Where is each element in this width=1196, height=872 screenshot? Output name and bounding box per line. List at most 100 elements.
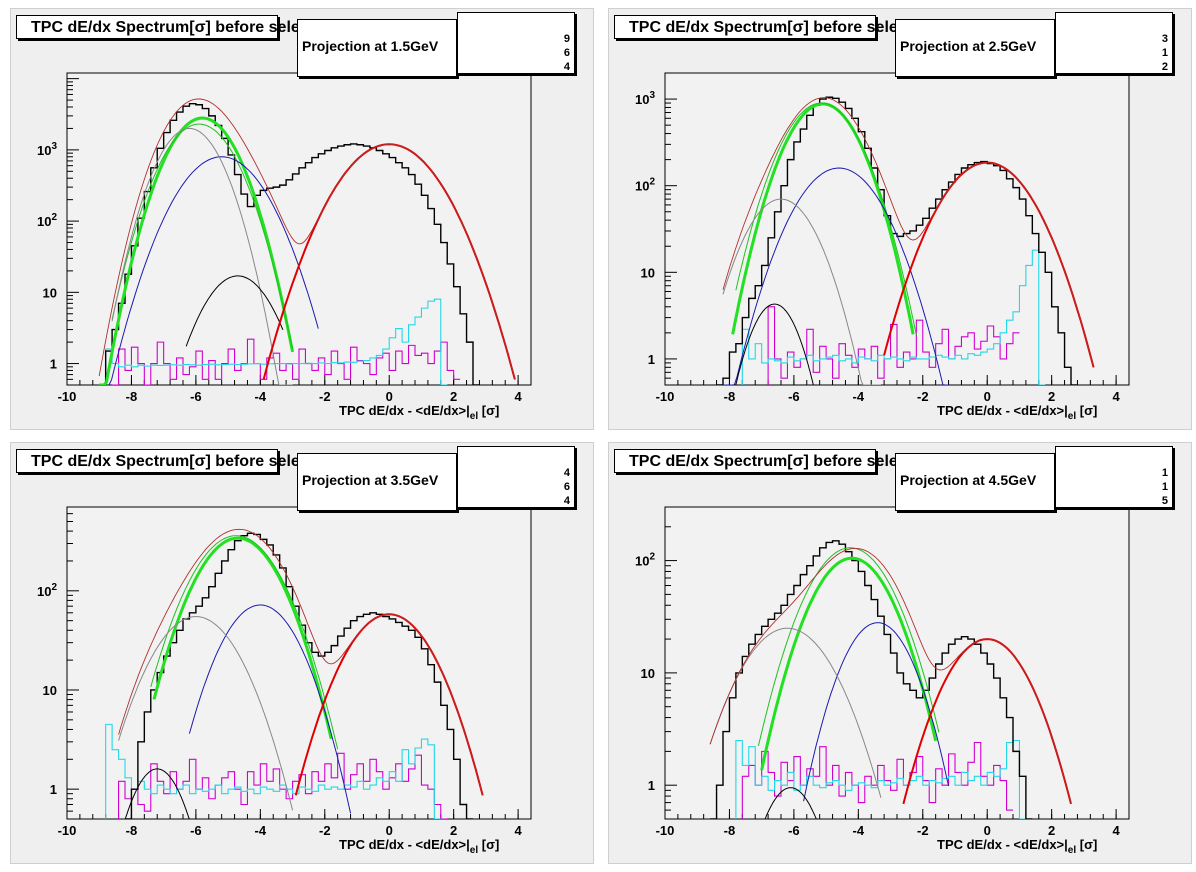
y-tick-label: 10 (43, 683, 57, 698)
x-tick-label: -4 (853, 823, 865, 838)
y-tick-label: 1 (648, 778, 655, 793)
magenta-hist-histogram (112, 338, 461, 385)
data-histogram (125, 532, 473, 819)
x-tick-label: 0 (984, 389, 991, 404)
y-tick-exponent: 2 (649, 552, 655, 563)
deuteron-fit-curve (732, 303, 817, 385)
x-tick-label: -4 (853, 389, 865, 404)
x-axis-title: TPC dE/dx - <dE/dx>|el [σ] (339, 837, 499, 856)
x-tick-label: 2 (1048, 823, 1055, 838)
plot-svg: -10 -8 -6 -4 -2 0 2 4 1 10 102 TPC dE/dx - <dE/dx>|… (635, 506, 1130, 856)
x-tick-label: 0 (386, 823, 393, 838)
stats-box: 1 1 5 (1055, 446, 1173, 508)
y-tick-label: 1 (50, 357, 57, 372)
proton-fit-curve (118, 616, 294, 811)
x-tick-label: -6 (190, 823, 202, 838)
pion-fit-curve (152, 536, 333, 740)
y-tick-exponent: 2 (51, 582, 57, 593)
kaon-fit-curve (108, 156, 319, 385)
x-axis-title-unit: [σ] (478, 403, 499, 418)
x-tick-label: 4 (1112, 389, 1120, 404)
plot-svg: -10 -8 -6 -4 -2 0 2 4 1 10 102 TPC dE/dx - <dE/dx>|… (37, 506, 532, 856)
x-tick-label: 0 (984, 823, 991, 838)
y-tick-label: 1 (648, 352, 655, 367)
plot-svg: -10 -8 -6 -4 -2 0 2 4 1 10 102 103 TPC dE/dx - <dE/d… (37, 72, 532, 422)
stat-value: 1 (1161, 47, 1168, 59)
stats-box: 3 1 2 (1055, 12, 1173, 74)
stat-value: 1 (1161, 481, 1168, 493)
stats-box: 4 6 4 (457, 446, 575, 508)
x-tick-label: -2 (917, 823, 929, 838)
stat-value: 6 (563, 47, 570, 59)
total-fit-curve (98, 98, 516, 380)
projection-label: Projection at 2.5GeV (895, 19, 1055, 77)
x-tick-label: 4 (514, 389, 522, 404)
plot-frame (66, 506, 532, 820)
projection-label: Projection at 3.5GeV (297, 453, 457, 511)
plot-title: TPC dE/dx Spectrum[σ] before selection (614, 449, 936, 473)
kaon-fit-curve (803, 622, 950, 802)
stat-value: 6 (563, 481, 570, 493)
y-tick-label: 102 (635, 552, 655, 569)
x-tick-label: -2 (319, 823, 331, 838)
x-tick-label: -2 (917, 389, 929, 404)
y-tick-label: 10 (43, 285, 57, 300)
plot-area (98, 98, 516, 385)
deuteron-fit-curve (755, 787, 827, 819)
x-tick-label: -6 (190, 389, 202, 404)
x-tick-label: 0 (386, 389, 393, 404)
y-tick-label: 102 (635, 177, 655, 194)
x-axis-title-unit: [σ] (478, 837, 499, 852)
x-tick-label: -6 (788, 823, 800, 838)
x-tick-label: -2 (319, 389, 331, 404)
x-tick-label: 4 (514, 823, 522, 838)
x-axis-title-unit: [σ] (1076, 837, 1097, 852)
x-tick-label: 2 (450, 823, 457, 838)
x-tick-label: -10 (656, 389, 675, 404)
y-tick-exponent: 3 (51, 141, 57, 152)
stat-value: 5 (1161, 495, 1168, 507)
plot-panel-4: -10 -8 -6 -4 -2 0 2 4 1 10 102 TPC dE/dx - <dE/dx>|… (608, 442, 1192, 864)
y-tick-label: 103 (635, 90, 655, 107)
projection-label: Projection at 4.5GeV (895, 453, 1055, 511)
y-tick-label: 10 (641, 265, 655, 280)
plot-area (709, 540, 1072, 819)
cyan-hist-histogram (105, 723, 441, 819)
x-axis-subscript: el (1068, 845, 1077, 856)
cyan-hist-histogram (105, 298, 448, 385)
stat-value: 9 (563, 33, 570, 45)
stat-value: 4 (563, 61, 570, 73)
pion-fit-curve (99, 116, 295, 385)
x-axis-title-unit: [σ] (1076, 403, 1097, 418)
x-tick-label: -8 (126, 823, 138, 838)
pion-fit-curve (760, 556, 938, 771)
pion-thin-fit-curve (150, 535, 339, 750)
proton-fit-curve (111, 127, 293, 385)
x-axis-subscript: el (470, 411, 479, 422)
cyan-hist-histogram (735, 739, 1026, 819)
x-tick-label: -10 (656, 823, 675, 838)
x-axis-title: TPC dE/dx - <dE/dx>|el [σ] (937, 837, 1097, 856)
y-tick-label: 102 (37, 212, 57, 229)
stat-value: 2 (1161, 61, 1168, 73)
x-tick-label: 2 (1048, 389, 1055, 404)
total-fit-curve (709, 547, 1072, 805)
plot-panel-2: -10 -8 -6 -4 -2 0 2 4 1 10 102 103 TPC dE/dx - <dE/d… (608, 8, 1192, 430)
x-tick-label: -10 (58, 389, 77, 404)
x-axis-title: TPC dE/dx - <dE/dx>|el [σ] (339, 403, 499, 422)
x-tick-label: -4 (255, 389, 267, 404)
magenta-hist-histogram (767, 306, 1020, 385)
x-tick-label: 4 (1112, 823, 1120, 838)
pion-thin-fit-curve (735, 102, 917, 336)
proton-fit-curve (722, 198, 881, 385)
data-histogram (99, 102, 480, 385)
x-tick-label: -8 (126, 389, 138, 404)
cyan-hist-histogram (741, 249, 1046, 385)
x-tick-label: -10 (58, 823, 77, 838)
x-axis-title: TPC dE/dx - <dE/dx>|el [σ] (937, 403, 1097, 422)
plot-frame (66, 72, 532, 386)
x-axis-subscript: el (1068, 411, 1077, 422)
y-tick-label: 10 (641, 666, 655, 681)
y-tick-label: 103 (37, 141, 57, 158)
plot-panel-1: -10 -8 -6 -4 -2 0 2 4 1 10 102 103 TPC dE/dx - <dE/d… (10, 8, 594, 430)
